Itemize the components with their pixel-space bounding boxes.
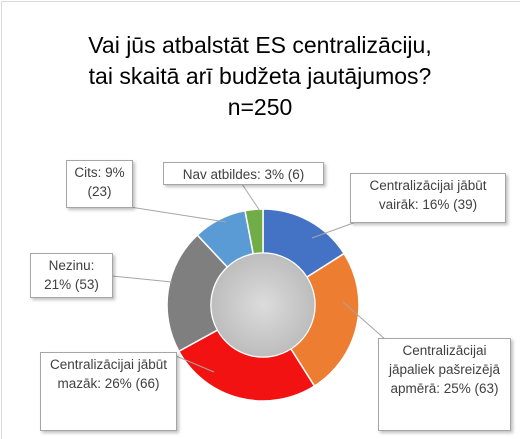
leader-line <box>111 275 173 283</box>
label-value: 26% (66) <box>104 376 160 391</box>
data-label: Cits: 9% (23) <box>66 160 133 208</box>
donut-slice <box>177 329 316 402</box>
donut-slice <box>289 252 360 388</box>
data-label: Nav atbildes: 3% (6) <box>163 162 324 185</box>
label-category: Cits: <box>74 165 102 180</box>
leader-line <box>129 206 227 223</box>
leader-line <box>175 355 215 373</box>
data-label: Centralizācijai jābūt vairāk: 16% (39) <box>350 173 506 223</box>
chart-title: tai skaitā arī budžeta jautājumos? <box>88 63 432 89</box>
label-category: Centralizācijai jābūt mazāk: <box>49 357 168 391</box>
donut-hole <box>211 253 315 357</box>
leader-line <box>311 221 357 239</box>
label-category: Nav atbildes: <box>182 167 261 182</box>
chart-subtitle: n=250 <box>227 94 293 120</box>
donut-slice <box>244 208 264 255</box>
chart-title: Vai jūs atbalstāt ES centralizāciju, <box>88 32 432 58</box>
label-value: 9% (23) <box>87 165 125 199</box>
leader-line <box>241 183 261 212</box>
label-category: Centralizācijai jābūt vairāk: <box>369 178 487 212</box>
data-label: Centralizācijai jābūt mazāk: 26% (66) <box>40 352 177 431</box>
leader-line <box>342 301 387 341</box>
label-value: 21% (53) <box>44 277 99 292</box>
label-category: Centralizācijai jāpaliek pašreizējā apmē… <box>388 343 501 396</box>
data-label: Centralizācijai jāpaliek pašreizējā apmē… <box>378 338 511 431</box>
label-value: 25% (63) <box>443 381 499 396</box>
label-value: 16% (39) <box>422 197 478 212</box>
label-value: 3% (6) <box>264 167 305 182</box>
data-label: Nezinu: 21% (53) <box>30 253 113 298</box>
label-category: Nezinu: <box>48 258 95 273</box>
